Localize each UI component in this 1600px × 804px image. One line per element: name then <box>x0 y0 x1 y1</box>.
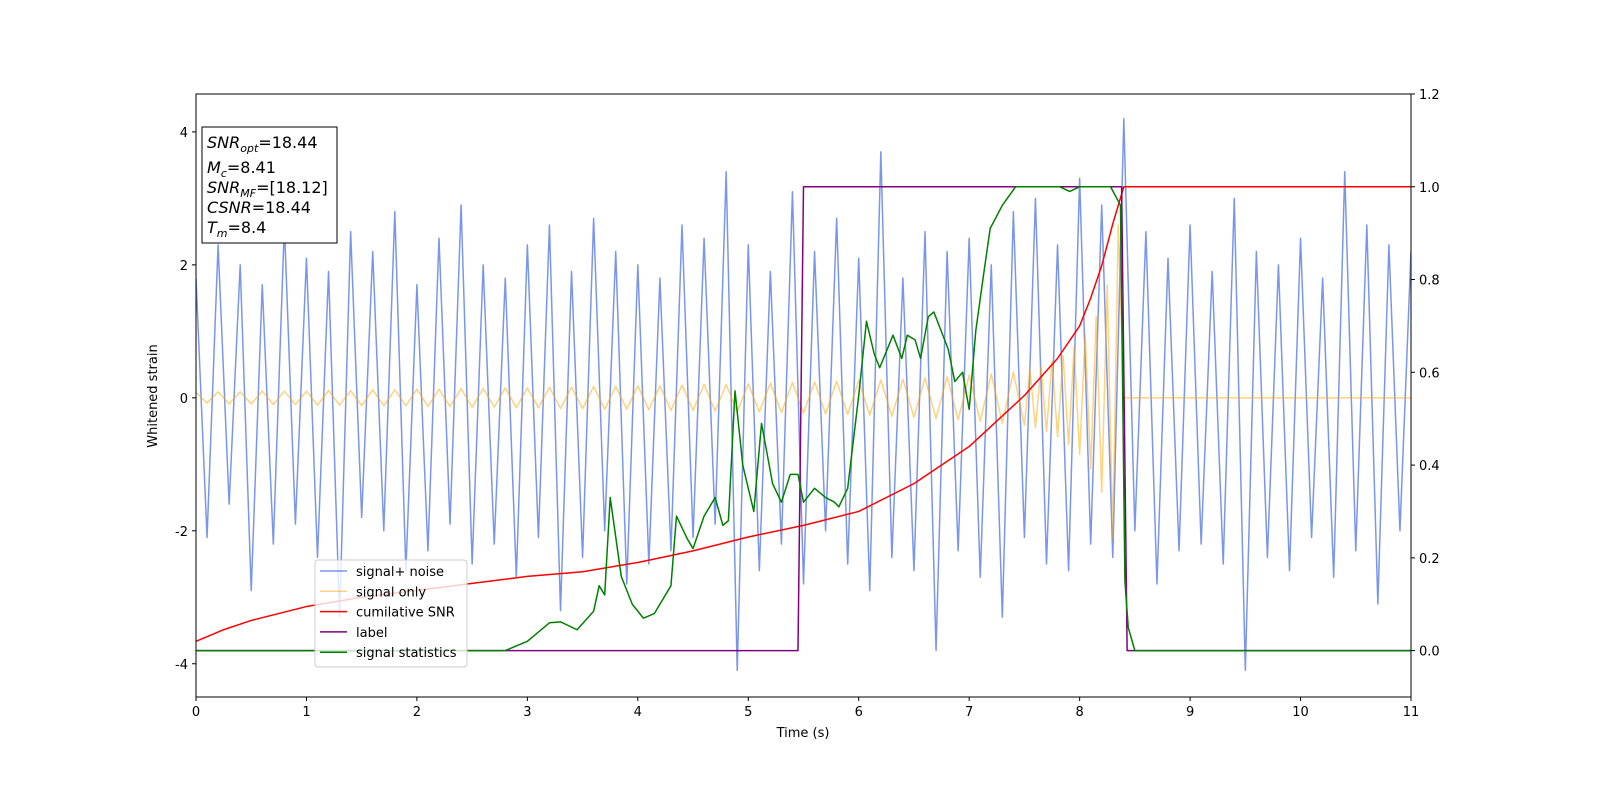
legend-label: cumilative SNR <box>356 606 455 621</box>
info-symbol: SNR <box>207 178 240 197</box>
x-tick-label: 6 <box>855 705 863 720</box>
info-value: =[18.12] <box>256 178 328 197</box>
y2-tick-label: 1.2 <box>1419 88 1440 103</box>
info-line: SNRopt=18.44 <box>207 133 318 155</box>
legend-frame <box>314 559 468 668</box>
x-tick-label: 9 <box>1186 705 1194 720</box>
y-tick-label: 0 <box>180 392 188 407</box>
x-tick-label: 11 <box>1403 705 1420 720</box>
info-value: =18.44 <box>252 198 311 217</box>
info-line: CSNR=18.44 <box>207 198 311 217</box>
legend-label: label <box>356 626 387 641</box>
y-tick-label: 2 <box>180 259 188 274</box>
info-box <box>201 126 338 244</box>
x-tick-label: 10 <box>1292 705 1309 720</box>
info-line: SNRMF=[18.12] <box>207 178 328 200</box>
info-line: Tm=8.4 <box>207 218 266 240</box>
series-line <box>196 186 1411 652</box>
legend-label: signal+ noise <box>356 565 444 580</box>
y2-tick-label: 0.0 <box>1419 645 1440 660</box>
legend: signal+ noise signal only cumilative SNR la… <box>314 559 468 668</box>
y2-tick-label: 0.6 <box>1419 366 1440 381</box>
info-symbol: M <box>207 158 221 177</box>
y2-tick-label: 0.8 <box>1419 274 1440 289</box>
x-axis-label: Time (s) <box>776 726 830 741</box>
info-symbol: T <box>207 218 218 237</box>
y2-tick-label: 0.4 <box>1419 459 1440 474</box>
info-symbol: SNR <box>207 133 240 152</box>
info-subscript: m <box>217 227 228 240</box>
x-tick-label: 0 <box>192 705 200 720</box>
y-tick-label: -2 <box>175 525 188 540</box>
info-subscript: opt <box>240 142 259 155</box>
y-tick-label: 4 <box>180 126 188 141</box>
y2-tick-label: 0.2 <box>1419 552 1440 567</box>
series-line <box>196 117 1411 672</box>
info-value: =18.44 <box>258 133 317 152</box>
x-tick-label: 1 <box>302 705 310 720</box>
info-symbol: CSNR <box>207 198 252 217</box>
x-tick-label: 4 <box>634 705 642 720</box>
info-subscript: c <box>221 167 227 180</box>
info-line: Mc=8.41 <box>207 158 276 180</box>
y-tick-label: -4 <box>175 658 188 673</box>
x-tick-label: 5 <box>744 705 752 720</box>
series-line <box>196 224 1411 539</box>
y-axis-label: Whitened strain <box>146 344 161 447</box>
info-value: =8.4 <box>228 218 267 237</box>
legend-label: signal statistics <box>356 646 457 661</box>
x-tick-label: 2 <box>413 705 421 720</box>
info-value: =8.41 <box>227 158 276 177</box>
info-subscript: MF <box>240 187 256 200</box>
x-tick-label: 7 <box>965 705 973 720</box>
x-tick-label: 3 <box>523 705 531 720</box>
y2-tick-label: 1.0 <box>1419 181 1440 196</box>
x-tick-label: 8 <box>1075 705 1083 720</box>
axes-frame <box>195 93 1412 698</box>
legend-label: signal only <box>356 585 426 600</box>
